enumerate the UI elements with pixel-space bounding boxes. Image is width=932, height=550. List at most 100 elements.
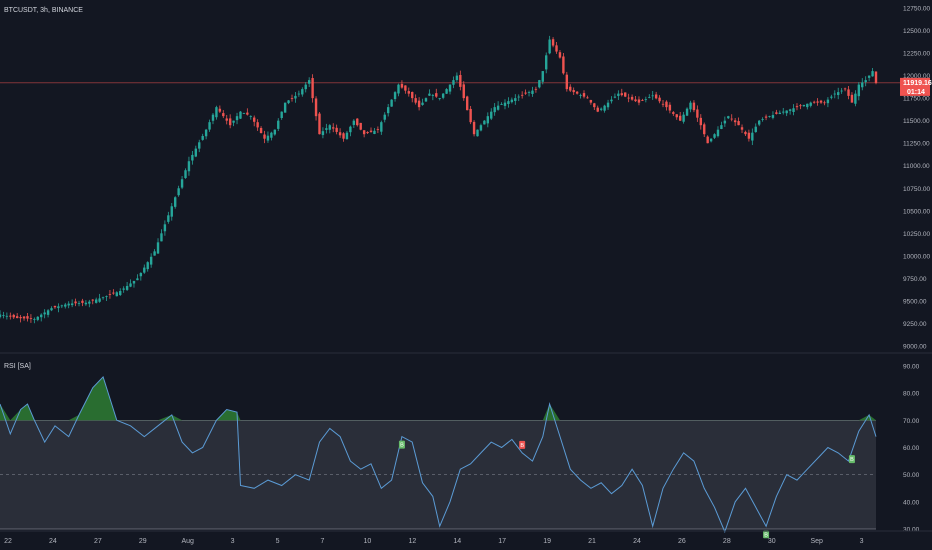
candle-body <box>514 98 517 101</box>
candle-body <box>575 91 579 94</box>
candle-body <box>672 112 675 114</box>
candle-body <box>486 116 490 124</box>
candle-body <box>215 107 218 118</box>
price-tick-label: 12750.00 <box>903 6 930 13</box>
price-tick-label: 9750.00 <box>903 276 927 283</box>
price-tick-label: 10000.00 <box>903 253 930 260</box>
candle-body <box>132 280 136 284</box>
time-tick-label: 30 <box>768 538 776 545</box>
price-tick-label: 11500.00 <box>903 118 930 125</box>
candle-body <box>599 108 603 110</box>
candle-body <box>500 104 503 105</box>
candle-body <box>43 312 46 315</box>
candle-body <box>160 233 163 242</box>
price-tick-label: 10250.00 <box>903 231 930 238</box>
candle-body <box>809 102 812 106</box>
rsi-tick-label: 90.00 <box>903 364 920 371</box>
price-pane[interactable]: BTCUSDT, 3h, BINANCE 12750.00 12500.00 122… <box>0 6 932 351</box>
time-tick-label: 14 <box>453 538 461 545</box>
candle-body <box>579 95 582 96</box>
candle-body <box>747 132 751 139</box>
rsi-y-axis[interactable]: 90.00 80.00 70.00 60.00 50.00 40.00 30.00 <box>903 364 920 534</box>
candle-body <box>428 93 431 96</box>
candle-body <box>737 121 740 126</box>
time-tick-label: 3 <box>860 538 864 545</box>
candle-body <box>239 111 242 119</box>
candle-body <box>222 113 225 117</box>
candle-body <box>259 127 263 134</box>
time-tick-label: 27 <box>94 538 102 545</box>
candle-body <box>246 112 249 115</box>
candle-body <box>139 272 143 277</box>
candle-body <box>70 303 74 306</box>
time-tick-label: 19 <box>543 538 551 545</box>
time-tick-label: 7 <box>321 538 325 545</box>
candle-body <box>125 285 129 290</box>
candle-body <box>847 89 850 96</box>
candle-body <box>335 127 338 132</box>
candle-body <box>115 292 118 297</box>
candle-body <box>91 299 94 301</box>
candle-body <box>716 129 720 137</box>
candle-body <box>699 117 702 126</box>
candle-body <box>29 318 33 319</box>
time-axis[interactable]: 22 24 27 29 Aug 3 5 7 10 12 14 17 19 21 24 26 28 30 Sep 3 <box>4 538 864 545</box>
candle-body <box>840 90 843 92</box>
price-tick-label: 12250.00 <box>903 51 930 58</box>
candle-body <box>12 314 15 318</box>
candle-body <box>558 52 562 58</box>
candle-body <box>466 96 469 111</box>
time-tick-label: 21 <box>588 538 596 545</box>
candle-body <box>709 138 713 142</box>
candle-body <box>833 93 836 95</box>
candle-body <box>397 84 400 94</box>
candle-body <box>593 103 596 108</box>
candle-body <box>362 130 366 135</box>
candle-body <box>751 132 754 141</box>
time-tick-label: 24 <box>633 538 641 545</box>
candle-body <box>46 310 50 315</box>
candle-body <box>325 128 328 130</box>
candle-body <box>184 170 187 179</box>
candle-body <box>792 108 795 112</box>
time-tick-label: 22 <box>4 538 12 545</box>
price-tick-label: 9000.00 <box>903 344 927 351</box>
candle-body <box>517 96 520 98</box>
candle-body <box>538 80 541 88</box>
candle-body <box>455 75 459 81</box>
candle-body <box>345 132 349 140</box>
price-tick-label: 9250.00 <box>903 321 927 328</box>
candle-body <box>823 102 826 104</box>
candle-body <box>806 103 809 108</box>
candle-body <box>531 90 534 94</box>
candle-body <box>493 107 496 113</box>
candle-body <box>122 288 125 290</box>
price-y-axis[interactable]: 12750.00 12500.00 12250.00 12000.00 11750.00… <box>903 6 930 351</box>
candle-body <box>191 154 194 161</box>
candle-body <box>661 103 665 105</box>
candle-body <box>187 161 191 172</box>
candle-body <box>232 120 235 123</box>
candle-body <box>692 102 696 111</box>
candle-body <box>218 108 222 112</box>
candle-body <box>304 84 307 90</box>
candle-body <box>314 98 318 117</box>
candle-body <box>424 98 428 102</box>
bearish-divergence-marker: B <box>519 440 526 449</box>
rsi-pane[interactable]: RSI [SA] B B B B 90.00 80.00 70.00 60.00 50.00 4… <box>0 363 920 539</box>
candle-body <box>630 96 634 100</box>
candle-body <box>472 121 476 135</box>
price-tick-label: 12000.00 <box>903 73 930 80</box>
candle-body <box>60 305 64 307</box>
candle-body <box>658 97 661 102</box>
candle-body <box>301 89 304 95</box>
candle-body <box>105 296 108 297</box>
candle-body <box>678 115 682 121</box>
candle-body <box>211 114 215 121</box>
candle-body <box>685 108 689 116</box>
candle-body <box>545 55 548 70</box>
candle-body <box>483 120 486 125</box>
candle-body <box>33 318 36 320</box>
candle-body <box>634 99 637 102</box>
